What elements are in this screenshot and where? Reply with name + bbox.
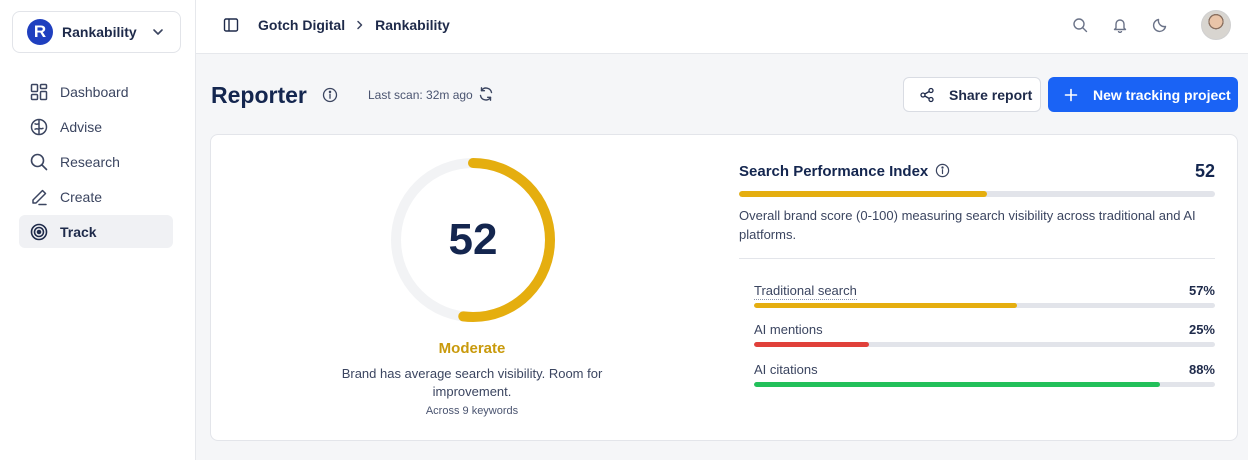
- metric-percent: 57%: [1188, 283, 1215, 298]
- share-report-button[interactable]: Share report: [903, 77, 1041, 112]
- metric-progress-bar: [754, 303, 1215, 308]
- sidebar-item-track[interactable]: Track: [19, 215, 173, 248]
- divider: [739, 258, 1215, 259]
- sidebar-item-label: Dashboard: [60, 83, 129, 100]
- metric-label: AI citations: [754, 362, 818, 377]
- search-icon: [30, 153, 48, 171]
- reporter-card: 52 Moderate Brand has average search vis…: [210, 134, 1238, 441]
- metric-traditional-search: Traditional search 57%: [754, 283, 1215, 309]
- breadcrumb-org[interactable]: Gotch Digital: [258, 17, 346, 33]
- metric-progress-fill: [754, 382, 1160, 387]
- workspace-name: Rankability: [62, 24, 137, 40]
- metric-progress-fill: [754, 303, 1017, 308]
- sidebar-item-advise[interactable]: Advise: [19, 110, 173, 143]
- score-value: 52: [448, 215, 498, 264]
- metric-label[interactable]: Traditional search: [754, 283, 857, 300]
- metric-percent: 25%: [1188, 322, 1215, 337]
- brain-icon: [30, 118, 48, 136]
- search-icon[interactable]: [1072, 17, 1088, 38]
- sidebar-nav: Dashboard Advise Research Create Track: [19, 75, 173, 250]
- new-tracking-project-button[interactable]: New tracking project: [1048, 77, 1238, 112]
- chevron-down-icon: [152, 25, 164, 43]
- refresh-icon[interactable]: [478, 86, 494, 107]
- sidebar-item-dashboard[interactable]: Dashboard: [19, 75, 173, 108]
- spi-description: Overall brand score (0-100) measuring se…: [739, 208, 1196, 242]
- score-gauge: [391, 158, 555, 322]
- top-bar: Gotch Digital Rankability: [196, 0, 1248, 54]
- sidebar-item-create[interactable]: Create: [19, 180, 173, 213]
- new-tracking-project-label: New tracking project: [1093, 86, 1231, 103]
- chevron-right-icon: [355, 20, 365, 30]
- sidebar-item-label: Track: [60, 223, 97, 240]
- info-icon[interactable]: [322, 87, 338, 108]
- spi-progress-fill: [739, 191, 987, 197]
- last-scan-text: Last scan: 32m ago: [368, 88, 473, 102]
- metric-progress-bar: [754, 342, 1215, 347]
- spi-title: Search Performance Index: [739, 163, 929, 180]
- plus-icon: [1064, 88, 1078, 102]
- score-keywords-count: Across 9 keywords: [425, 405, 519, 417]
- page-title: Reporter: [211, 82, 307, 108]
- score-rating: Moderate: [438, 340, 506, 357]
- avatar[interactable]: [1201, 10, 1231, 40]
- sidebar: R Rankability Dashboard Advise Research: [0, 0, 196, 460]
- workspace-logo: R: [27, 19, 53, 45]
- info-icon[interactable]: [935, 163, 950, 183]
- score-gauge-arc: [391, 158, 555, 322]
- spi-value: 52: [1194, 161, 1215, 181]
- metric-ai-citations: AI citations 88%: [754, 362, 1215, 388]
- metric-progress-fill: [754, 342, 870, 347]
- breadcrumb: Gotch Digital Rankability: [258, 17, 450, 33]
- moon-icon[interactable]: [1152, 17, 1168, 38]
- target-icon: [30, 223, 48, 241]
- metric-label: AI mentions: [754, 322, 823, 337]
- bell-icon[interactable]: [1112, 17, 1128, 38]
- sidebar-item-research[interactable]: Research: [19, 145, 173, 178]
- score-description: Brand has average search visibility. Roo…: [341, 366, 603, 399]
- pen-icon: [30, 188, 48, 206]
- metric-progress-bar: [754, 382, 1215, 387]
- workspace-switcher[interactable]: R Rankability: [12, 11, 181, 53]
- dashboard-icon: [30, 83, 48, 101]
- spi-progress-bar: [739, 191, 1215, 197]
- sidebar-item-label: Create: [60, 188, 103, 205]
- share-report-label: Share report: [949, 86, 1033, 103]
- sidebar-toggle-icon[interactable]: [223, 17, 239, 38]
- share-icon: [919, 87, 935, 103]
- breadcrumb-project[interactable]: Rankability: [375, 17, 450, 33]
- sidebar-item-label: Advise: [60, 118, 103, 135]
- sidebar-item-label: Research: [60, 153, 120, 170]
- metric-percent: 88%: [1188, 362, 1215, 377]
- metric-ai-mentions: AI mentions 25%: [754, 322, 1215, 348]
